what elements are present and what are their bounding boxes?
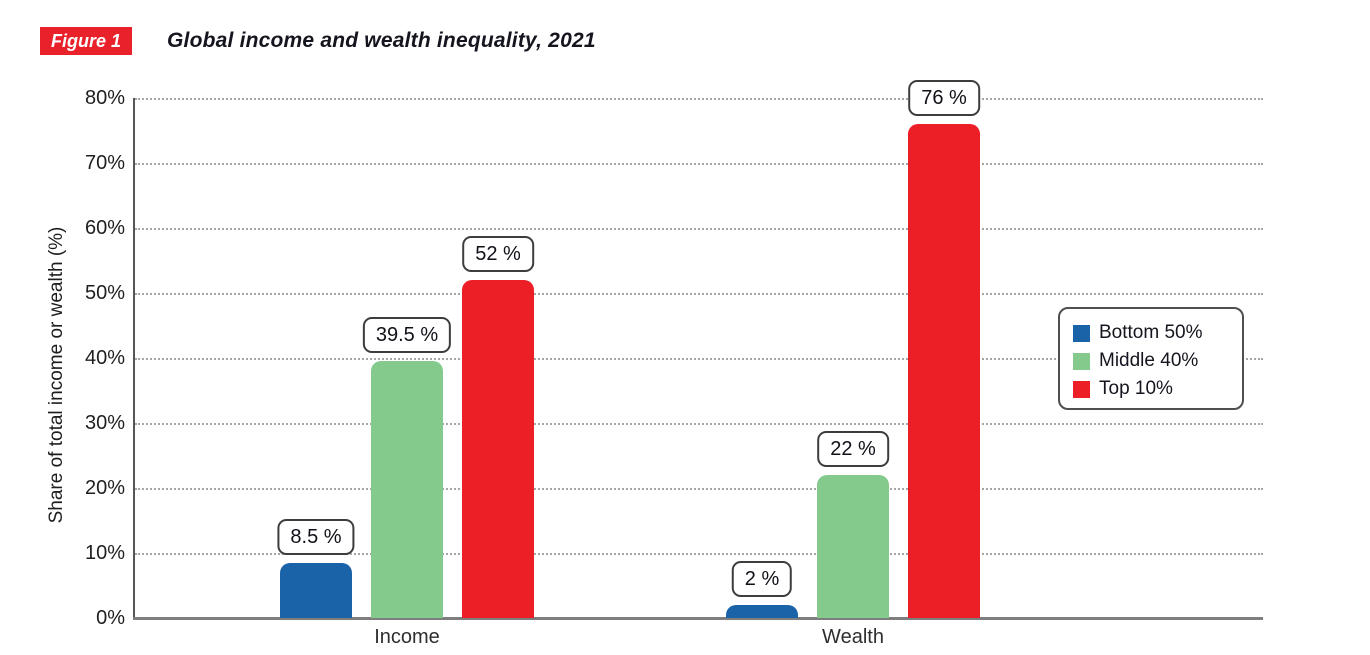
x-category-label-income: Income	[374, 626, 440, 648]
bar-value-label: 22 %	[817, 431, 889, 467]
bar-value-label: 8.5 %	[277, 518, 355, 555]
y-tick-label: 0%	[96, 607, 125, 629]
y-tick-label: 70%	[84, 152, 125, 174]
bar-top-10--wealth	[908, 124, 980, 618]
legend-swatch-icon	[1073, 352, 1090, 370]
y-tick-label: 20%	[84, 477, 125, 499]
y-tick-label: 40%	[84, 347, 125, 369]
x-category-label-wealth: Wealth	[822, 626, 884, 648]
legend-item: Top 10%	[1073, 375, 1242, 403]
gridline	[135, 163, 1263, 165]
gridline	[135, 293, 1263, 295]
figure-title: Global income and wealth inequality, 202…	[167, 29, 596, 52]
bar-bottom-50--wealth	[726, 605, 798, 618]
bar-bottom-50--income	[280, 562, 352, 618]
legend: Bottom 50% Middle 40% Top 10%	[1058, 307, 1244, 410]
legend-label: Bottom 50%	[1099, 322, 1203, 343]
bar-middle-40--income	[371, 361, 443, 618]
y-tick-label: 80%	[84, 87, 125, 109]
bar-value-label: 2 %	[731, 561, 793, 597]
plot-area: 8.5 % 39.5 % 52 % Income 2 % 22 % 76 % Wealth	[133, 80, 1263, 648]
x-axis-line	[133, 617, 1263, 620]
legend-swatch-icon	[1073, 380, 1090, 398]
bar-value-label: 76 %	[908, 80, 980, 116]
figure-number-badge: Figure 1	[40, 27, 132, 55]
gridline	[135, 98, 1263, 100]
legend-swatch-icon	[1073, 324, 1090, 342]
y-tick-label: 30%	[84, 412, 125, 434]
gridline	[135, 228, 1263, 230]
y-tick-label: 10%	[84, 542, 125, 564]
legend-item: Bottom 50%	[1073, 319, 1242, 347]
legend-item: Middle 40%	[1073, 347, 1242, 375]
gridline	[135, 358, 1263, 360]
gridline	[135, 553, 1263, 555]
bar-value-label: 39.5 %	[362, 317, 452, 354]
y-tick-label: 50%	[84, 282, 125, 304]
bar-top-10--income	[462, 280, 534, 618]
legend-label: Top 10%	[1099, 378, 1173, 399]
gridline	[135, 488, 1263, 490]
gridline	[135, 423, 1263, 425]
y-tick-label: 60%	[84, 217, 125, 239]
bar-middle-40--wealth	[817, 475, 889, 618]
legend-label: Middle 40%	[1099, 350, 1199, 371]
bar-value-label: 52 %	[462, 236, 534, 272]
